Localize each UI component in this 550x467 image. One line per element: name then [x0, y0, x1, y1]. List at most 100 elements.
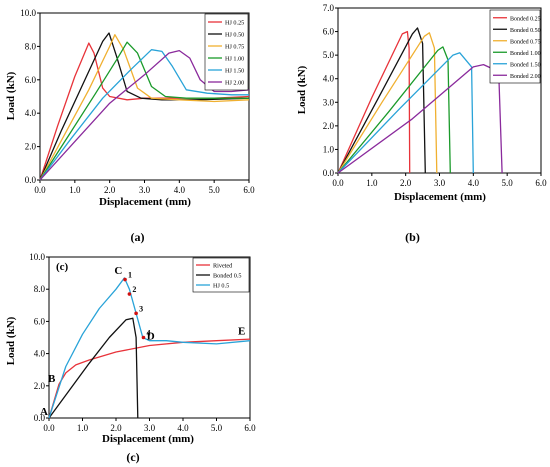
caption-b: (b)	[405, 230, 420, 244]
chart-a-legend-label: HJ 0.25	[225, 20, 244, 27]
chart-b-legend-label: Bonded 1.00	[510, 51, 541, 57]
chart-a-series-line-5	[39, 49, 249, 181]
chart-a-legend-label: HJ 2.00	[225, 80, 244, 87]
chart-a-series-line-4	[39, 41, 249, 181]
chart-c-legend-label: HJ 0.5	[213, 283, 229, 290]
chart-b-ylabel: Load (kN)	[296, 65, 308, 114]
chart-a-legend-label: HJ 0.50	[225, 32, 244, 39]
chart-b-xlabel: Displacement (mm)	[394, 191, 486, 203]
chart-b-series-line-3	[337, 32, 438, 174]
chart-c-ytick-label: 10.0	[29, 252, 45, 262]
chart-b-xtick-label: 1.0	[366, 178, 378, 188]
chart-c-xtick-label: 5.0	[211, 423, 223, 433]
chart-a-xlabel: Displacement (mm)	[99, 196, 191, 208]
chart-a-series-line-6	[39, 49, 250, 181]
chart-c-xtick-label: 3.0	[144, 423, 156, 433]
chart-c-series-line-3	[48, 277, 251, 419]
chart-c-annotation-e: E	[238, 326, 245, 338]
chart-a-xtick-label: 1.0	[69, 185, 81, 195]
chart-a-legend-label: HJ 0.75	[225, 44, 244, 51]
chart-c-marker-dot	[141, 335, 146, 340]
chart-b-ytick-label: 0.0	[323, 168, 335, 178]
chart-c-marker-label: 3	[139, 304, 143, 313]
chart-c-ytick-label: 6.0	[34, 316, 46, 326]
chart-b-ytick-label: 5.0	[323, 50, 335, 60]
chart-c-annotation-a: A	[40, 406, 48, 418]
chart-c-legend-label: Bonded 0.5	[213, 273, 242, 280]
chart-c-marker-label: 1	[128, 271, 132, 280]
chart-c-series-line-1	[48, 338, 251, 419]
chart-a-ytick-label: 10.0	[20, 8, 36, 18]
chart-c-xtick-label: 4.0	[177, 423, 189, 433]
chart-b-xtick-label: 2.0	[400, 178, 412, 188]
chart-b-ytick-label: 1.0	[323, 144, 335, 154]
chart-c-marker-dot	[134, 311, 138, 316]
chart-a-ytick-label: 8.0	[25, 41, 37, 51]
chart-b-plot: 0.0 1.0 2.0 3.0 4.0 5.0 6.0 0.0 1.0 2.0 3.0 4.0 5.0 6…	[323, 3, 547, 188]
chart-c-ylabel: Load (kN)	[5, 316, 17, 365]
chart-b-ytick-label: 2.0	[323, 121, 335, 131]
chart-a-xtick-label: 3.0	[139, 185, 151, 195]
chart-a-xtick-label: 5.0	[209, 185, 221, 195]
chart-a-ytick-label: 0.0	[25, 175, 37, 185]
chart-c-marker-dot	[127, 292, 132, 296]
chart-c-marker-dot	[123, 277, 127, 282]
chart-a-xtick-label: 2.0	[104, 185, 116, 195]
chart-b-xtick-label: 4.0	[468, 178, 480, 188]
chart-c-xtick-label: 0.0	[43, 423, 55, 433]
chart-c-ytick-label: 8.0	[34, 284, 46, 294]
chart-c-ytick-label: 2.0	[34, 381, 46, 391]
chart-a: 0.0 1.0 2.0 3.0 4.0 5.0 6.0 0.0 2.0 4.0 6.0 8.0 10.0…	[5, 8, 255, 208]
chart-c-xlabel: Displacement (mm)	[102, 433, 194, 445]
chart-c-xtick-label: 6.0	[244, 423, 256, 433]
chart-b-series-line-5	[337, 52, 474, 174]
chart-a-xtick-label: 6.0	[243, 185, 255, 195]
chart-b-legend-label: Bonded 0.50	[510, 28, 541, 34]
chart-c-series-line-2	[48, 317, 139, 419]
chart-b-legend-label: Bonded 1.50	[510, 62, 541, 68]
chart-a-ylabel: Load (kN)	[5, 71, 17, 120]
chart-a-legend-label: HJ 1.00	[225, 56, 244, 63]
chart-c-legend-label: Riveted	[213, 263, 233, 270]
chart-b-series-line-4	[337, 46, 451, 174]
chart-c-annotation-b: B	[48, 373, 56, 385]
chart-c-panel-label: (c)	[56, 261, 69, 273]
chart-c-xtick-label: 1.0	[77, 423, 89, 433]
chart-b-xtick-label: 3.0	[434, 178, 446, 188]
chart-a-ytick-label: 2.0	[25, 142, 37, 152]
chart-c: 0.0 1.0 2.0 3.0 4.0 5.0 6.0 0.0 2.0 4.0 6.0 8.0 10.0…	[5, 252, 256, 464]
chart-b-series-line-6	[337, 63, 503, 174]
chart-b-series-line-1	[337, 30, 411, 174]
chart-c-annotation-d: D	[147, 331, 155, 343]
chart-c-plot: 0.0 1.0 2.0 3.0 4.0 5.0 6.0 0.0 2.0 4.0 6.0 8.0 10.0…	[29, 252, 256, 433]
chart-b: 0.0 1.0 2.0 3.0 4.0 5.0 6.0 0.0 1.0 2.0 3.0 4.0 5.0 6…	[296, 3, 547, 203]
chart-b-legend-label: Bonded 0.75	[510, 39, 541, 45]
caption-a: (a)	[130, 230, 145, 244]
chart-c-caption: (c)	[126, 450, 139, 464]
chart-b-xtick-label: 6.0	[535, 178, 547, 188]
chart-c-marker-label: 4	[146, 329, 150, 338]
chart-b-ytick-label: 7.0	[323, 3, 335, 13]
chart-b-ytick-label: 3.0	[323, 97, 335, 107]
chart-b-xtick-label: 5.0	[502, 178, 514, 188]
chart-c-annotation-c: C	[114, 265, 122, 277]
chart-c-marker-label: 2	[132, 285, 136, 294]
chart-c-ytick-label: 0.0	[34, 413, 46, 423]
chart-c-ytick-label: 4.0	[34, 349, 46, 359]
chart-b-xtick-label: 0.0	[332, 178, 344, 188]
chart-a-xtick-label: 4.0	[174, 185, 186, 195]
chart-b-legend-label: Bonded 2.00	[510, 74, 541, 80]
chart-a-series-line-3	[39, 34, 250, 181]
chart-a-ytick-label: 6.0	[25, 75, 37, 85]
chart-a-xtick-label: 0.0	[34, 185, 46, 195]
chart-b-series-line-2	[337, 27, 426, 174]
chart-b-ytick-label: 6.0	[323, 27, 335, 37]
chart-b-legend-box	[489, 9, 541, 84]
chart-a-ytick-label: 4.0	[25, 108, 37, 118]
chart-a-legend-box	[204, 13, 249, 91]
chart-a-plot: 0.0 1.0 2.0 3.0 4.0 5.0 6.0 0.0 2.0 4.0 6.0 8.0 10.0…	[20, 8, 255, 195]
chart-c-xtick-label: 2.0	[110, 423, 122, 433]
chart-b-ytick-label: 4.0	[323, 74, 335, 84]
chart-b-legend-label: Bonded 0.25	[510, 16, 541, 22]
chart-a-legend-label: HJ 1.50	[225, 68, 244, 75]
